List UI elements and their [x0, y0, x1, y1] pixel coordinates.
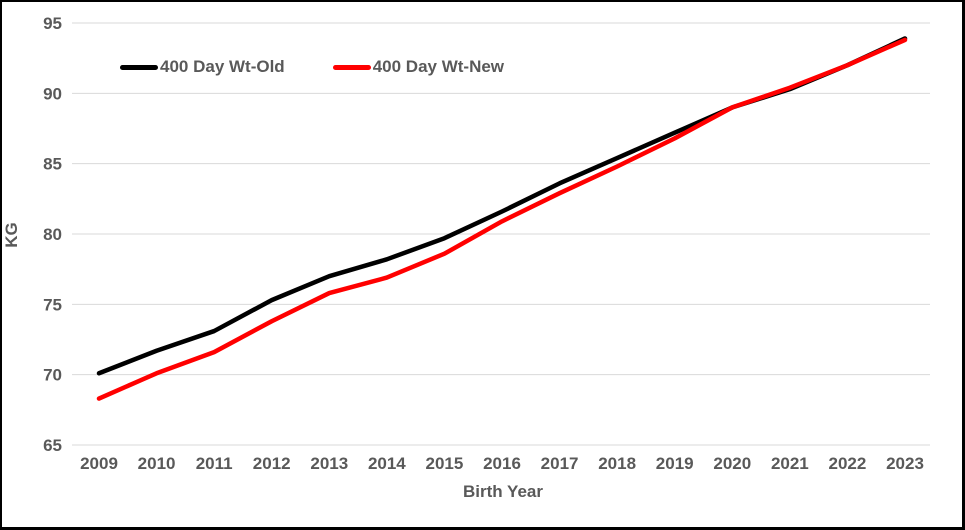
legend-swatch-old-line-icon — [120, 64, 158, 70]
x-tick-label: 2012 — [253, 454, 291, 473]
x-axis-title: Birth Year — [462, 482, 543, 501]
x-tick-label: 2022 — [829, 454, 867, 473]
x-tick-label: 2009 — [80, 454, 118, 473]
x-tick-label: 2017 — [541, 454, 579, 473]
legend: 400 Day Wt-Old 400 Day Wt-New — [120, 57, 504, 77]
y-tick-label: 65 — [43, 436, 62, 455]
legend-item-400-day-wt-new: 400 Day Wt-New — [332, 57, 505, 77]
x-tick-label: 2021 — [771, 454, 809, 473]
y-tick-label: 90 — [43, 84, 62, 103]
legend-label-old: 400 Day Wt-Old — [160, 57, 285, 76]
y-tick-label: 80 — [43, 225, 62, 244]
x-tick-label: 2016 — [483, 454, 521, 473]
y-tick-label: 95 — [43, 14, 62, 33]
gridlines — [72, 22, 930, 446]
x-tick-label: 2014 — [368, 454, 406, 473]
x-tick-label: 2013 — [310, 454, 348, 473]
legend-item-400-day-wt-old: 400 Day Wt-Old — [120, 57, 285, 77]
legend-swatch-new-line-icon — [332, 64, 371, 70]
y-tick-label: 70 — [43, 366, 62, 385]
x-tick-label: 2019 — [656, 454, 694, 473]
y-tick-label: 85 — [43, 155, 62, 174]
x-tick-label: 2020 — [713, 454, 751, 473]
x-tick-label: 2018 — [598, 454, 636, 473]
x-tick-label: 2010 — [138, 454, 176, 473]
y-tick-label: 75 — [43, 295, 62, 314]
y-axis-tick-labels: 95 90 85 80 75 70 65 — [43, 14, 62, 455]
series-line-new — [96, 37, 908, 401]
x-axis-tick-labels: 2009 2010 2011 2012 2013 2014 2015 2016 2017 2018… — [80, 454, 924, 473]
y-axis-title: KG — [2, 222, 21, 248]
x-tick-label: 2011 — [196, 454, 233, 473]
legend-label-new: 400 Day Wt-New — [372, 57, 505, 76]
x-tick-label: 2023 — [886, 454, 924, 473]
series-lines — [96, 36, 908, 401]
x-tick-label: 2015 — [426, 454, 464, 473]
